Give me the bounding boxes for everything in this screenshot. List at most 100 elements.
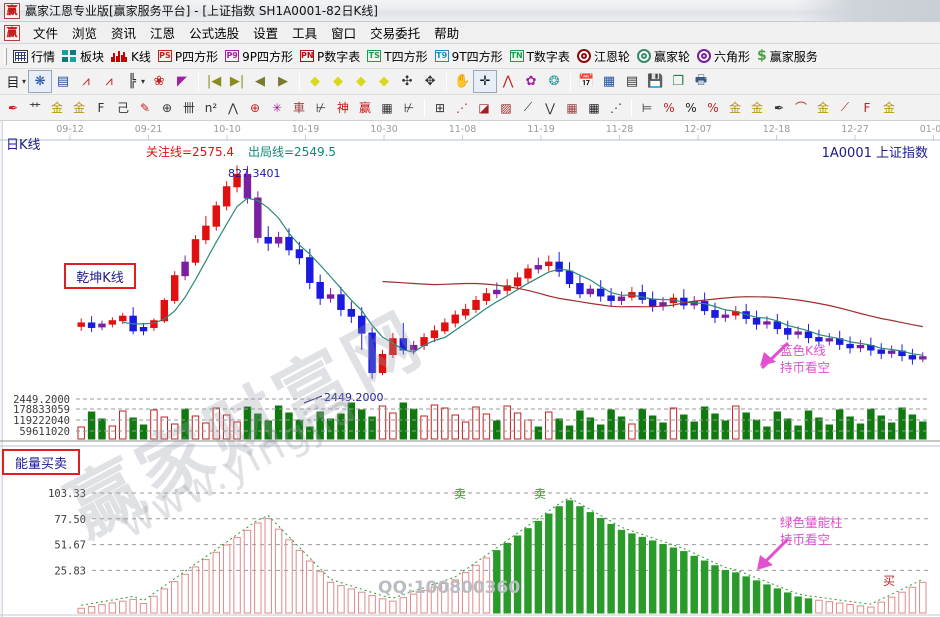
gold-circle-icon[interactable]: 金 (728, 101, 741, 115)
toolbar-item-pn-number[interactable]: PN P数字表 (298, 47, 365, 66)
menu-item-6[interactable]: 设置 (253, 26, 279, 41)
grid-red-icon[interactable]: ▦ (566, 100, 578, 115)
target-icon[interactable]: ⊕ (249, 100, 261, 115)
percent-fan-icon[interactable]: % (663, 100, 675, 115)
toolbar-item-winner-wheel[interactable]: 赢家轮 (635, 47, 695, 66)
bar-quote-icon[interactable]: ⊬ (315, 100, 327, 115)
menu-item-9[interactable]: 交易委托 (370, 26, 421, 41)
pen-red-icon[interactable]: ✒ (7, 100, 19, 115)
hand-pan-icon[interactable]: ✋ (453, 74, 471, 89)
toolbar-item-quote-grid[interactable]: 行情 (11, 47, 60, 66)
trend-icon[interactable]: ⟋ (523, 100, 533, 114)
calculator-icon[interactable]: ▦ (602, 74, 616, 89)
gold-red-icon[interactable]: 金 (816, 101, 829, 115)
toolbar-item-hexagon-wheel[interactable]: 六角形 (695, 47, 755, 66)
save-icon[interactable]: 💾 (646, 74, 664, 89)
copy-icon[interactable]: ❐ (672, 74, 684, 89)
brain-tool-icon[interactable]: ❂ (548, 74, 560, 89)
brush-icon[interactable]: ✒ (773, 100, 785, 115)
shen-icon[interactable]: 神 (336, 101, 349, 115)
menu-item-10[interactable]: 帮助 (434, 26, 460, 41)
grid-lines-icon[interactable]: 艹 (28, 101, 41, 115)
menu-item-8[interactable]: 窗口 (331, 26, 357, 41)
print-icon[interactable]: 🖶 (694, 72, 708, 88)
star-burst-icon[interactable]: ✳ (271, 100, 283, 115)
rays-icon[interactable]: ⋰ (610, 100, 622, 115)
pen2-icon[interactable]: ✎ (139, 100, 151, 115)
gold-grid2-icon[interactable]: 金 (72, 101, 85, 115)
chart-canvas[interactable]: 09-12 09-21 10-10 10-19 10-30 11-08 11-19 11-28… (0, 121, 940, 617)
shift-right-icon[interactable]: ◆ (333, 74, 344, 89)
box-fan-icon[interactable]: ◪ (478, 100, 490, 115)
expand-v-icon[interactable]: ✣ (401, 74, 413, 89)
table-icon[interactable]: ⊞ (434, 100, 446, 115)
menu-item-2[interactable]: 浏览 (72, 26, 98, 41)
last-page-icon[interactable]: ▶| (229, 74, 245, 89)
gold-last-icon[interactable]: 金 (882, 101, 895, 115)
first-page-icon[interactable]: |◀ (206, 74, 222, 89)
calendar-period-icon[interactable]: 目 (6, 76, 20, 91)
toolbar-item-tn-number[interactable]: TN T数字表 (508, 47, 575, 66)
spiral-icon[interactable]: 己 (116, 101, 129, 115)
gold-line-icon[interactable]: 金 (750, 101, 763, 115)
formula-icon[interactable]: ❀ (153, 74, 165, 89)
energy-scale-label: 77.50 (54, 514, 86, 526)
wave3-icon[interactable]: ⩘ (82, 74, 90, 89)
expand-all-icon[interactable]: ✥ (424, 74, 436, 89)
chevron-down-icon[interactable]: ▾ (141, 77, 146, 86)
toolbar-item-dollar-service[interactable]: $ 赢家服务 (755, 47, 823, 66)
arrows-icon[interactable]: ⊬ (403, 100, 415, 115)
menu-item-3[interactable]: 资讯 (111, 26, 137, 41)
shift-left-icon[interactable]: ◆ (310, 74, 321, 89)
spectrum-icon[interactable]: ◤ (177, 74, 188, 89)
toolbar-item-p9-square[interactable]: P9 9P四方形 (223, 47, 298, 66)
chevron-down-icon[interactable]: ▾ (22, 77, 27, 86)
slope-icon[interactable]: ⟋ (840, 100, 850, 114)
menu-item-5[interactable]: 公式选股 (189, 26, 240, 41)
flower-tool-icon[interactable]: ✿ (525, 74, 537, 89)
percent-line-icon[interactable]: % (707, 100, 719, 115)
ruler-icon[interactable]: ╠ (128, 74, 136, 89)
wave9-icon[interactable]: ⩘ (105, 74, 113, 89)
grid-fan-icon[interactable]: ▨ (500, 100, 512, 115)
toolbar-item-ps-square[interactable]: PS P四方形 (156, 47, 223, 66)
next-icon[interactable]: ▶ (278, 74, 289, 89)
zoom-in-icon[interactable]: ◆ (356, 74, 367, 89)
kline-mode-badge[interactable]: 乾坤K线 (64, 263, 136, 289)
prev-icon[interactable]: ◀ (255, 74, 266, 89)
zoom-out-icon[interactable]: ◆ (379, 74, 390, 89)
box-red-icon[interactable]: 車 (292, 101, 305, 115)
fan-icon[interactable]: ⋀ (228, 100, 238, 115)
gold-grid1-icon[interactable]: 金 (50, 101, 63, 115)
toolbar-grip[interactable] (4, 47, 7, 65)
document-icon[interactable]: ▤ (56, 74, 70, 89)
chart-area[interactable]: 09-12 09-21 10-10 10-19 10-30 11-08 11-19 11-28… (0, 121, 940, 617)
arc-icon[interactable]: ⌒ (794, 101, 807, 115)
f-line-icon[interactable]: F (863, 100, 871, 115)
toolbar-item-kline[interactable]: K线 (109, 47, 156, 66)
crosshair-icon[interactable]: ✛ (473, 70, 498, 93)
fan-red-icon[interactable]: ⋰ (456, 100, 468, 115)
f-grid-icon[interactable]: F (97, 100, 105, 115)
grid-black-icon[interactable]: ▦ (588, 100, 600, 115)
ying-icon[interactable]: 赢 (358, 101, 371, 115)
n2-icon[interactable]: n² (204, 100, 218, 115)
globe-net-icon[interactable]: ❋ (28, 70, 53, 93)
calendar-icon[interactable]: 📅 (577, 74, 595, 89)
energy-mode-badge[interactable]: 能量买卖 (2, 449, 80, 475)
grid4-icon[interactable]: 卌 (182, 101, 195, 115)
ladder-icon[interactable]: ⊨ (641, 100, 653, 115)
numpad-icon[interactable]: ▦ (381, 100, 393, 115)
percent-icon[interactable]: % (685, 100, 697, 115)
circle-cross-icon[interactable]: ⊕ (161, 100, 173, 115)
toolbar-item-gann-wheel[interactable]: 江恩轮 (575, 47, 635, 66)
report-icon[interactable]: ▤ (625, 74, 639, 89)
zigzag-icon[interactable]: ⋁ (545, 100, 555, 115)
toolbar-item-t9-square[interactable]: T9 9T四方形 (433, 47, 508, 66)
menu-item-4[interactable]: 江恩 (150, 26, 176, 41)
angle-tool-icon[interactable]: ⋀ (502, 74, 514, 89)
menu-item-1[interactable]: 文件 (33, 26, 59, 41)
menu-item-7[interactable]: 工具 (292, 26, 318, 41)
toolbar-item-sector-blocks[interactable]: 板块 (60, 47, 109, 66)
toolbar-item-ts-square[interactable]: TS T四方形 (365, 47, 432, 66)
